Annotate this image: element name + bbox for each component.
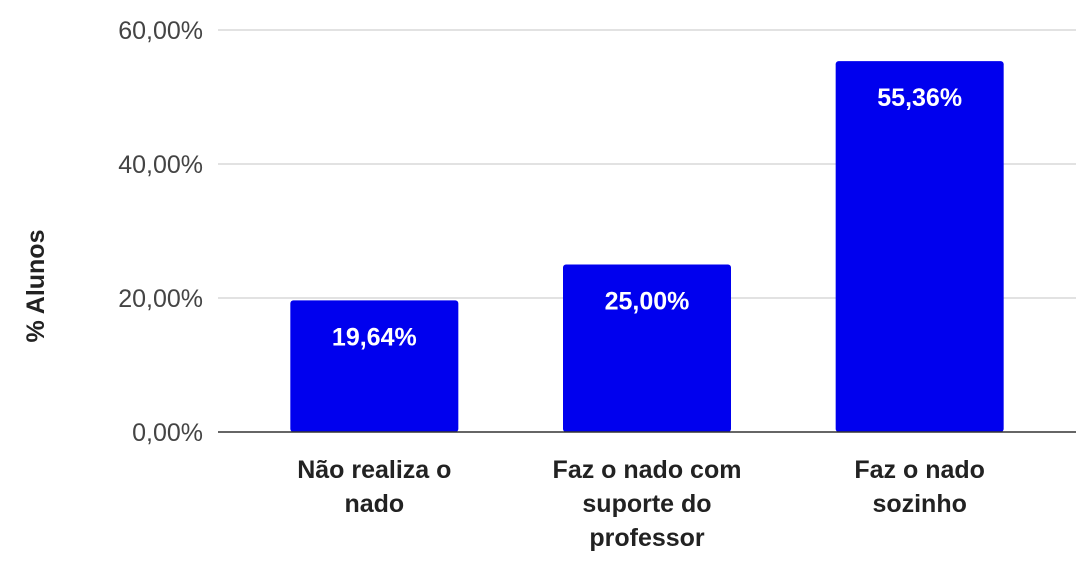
x-category-label-line: Não realiza o (297, 456, 451, 484)
x-category-label: Faz o nado com suporte do professor (553, 456, 742, 552)
bar (563, 264, 731, 432)
x-category-label: Não realiza o nado (297, 456, 451, 518)
x-category-label: Faz o nado sozinho (854, 456, 985, 518)
bar (290, 300, 459, 432)
x-category-label-line: nado (344, 490, 404, 518)
y-tick-label: 0,00% (132, 419, 203, 447)
data-label: 55,36% (877, 84, 962, 112)
labels: 19,64% Não realiza o nado 25,00% Faz o nado … (297, 84, 985, 552)
x-category-label-line: Faz o nado (854, 456, 985, 484)
x-category-label-line: suporte do (582, 490, 711, 518)
y-tick-label: 40,00% (118, 151, 203, 179)
x-category-label-line: professor (589, 524, 705, 552)
y-tick-label: 20,00% (118, 285, 203, 313)
bar (835, 61, 1004, 432)
data-label: 25,00% (605, 288, 690, 316)
y-axis-title: % Alunos (22, 230, 50, 343)
axes: % Alunos 0,00% 20,00% 40,00% 60,00% (22, 17, 1076, 447)
y-tick-label: 60,00% (118, 17, 203, 45)
data-label: 19,64% (332, 323, 417, 351)
bars (290, 61, 1004, 432)
x-category-label-line: sozinho (872, 490, 966, 518)
x-category-label-line: Faz o nado com (553, 456, 742, 484)
